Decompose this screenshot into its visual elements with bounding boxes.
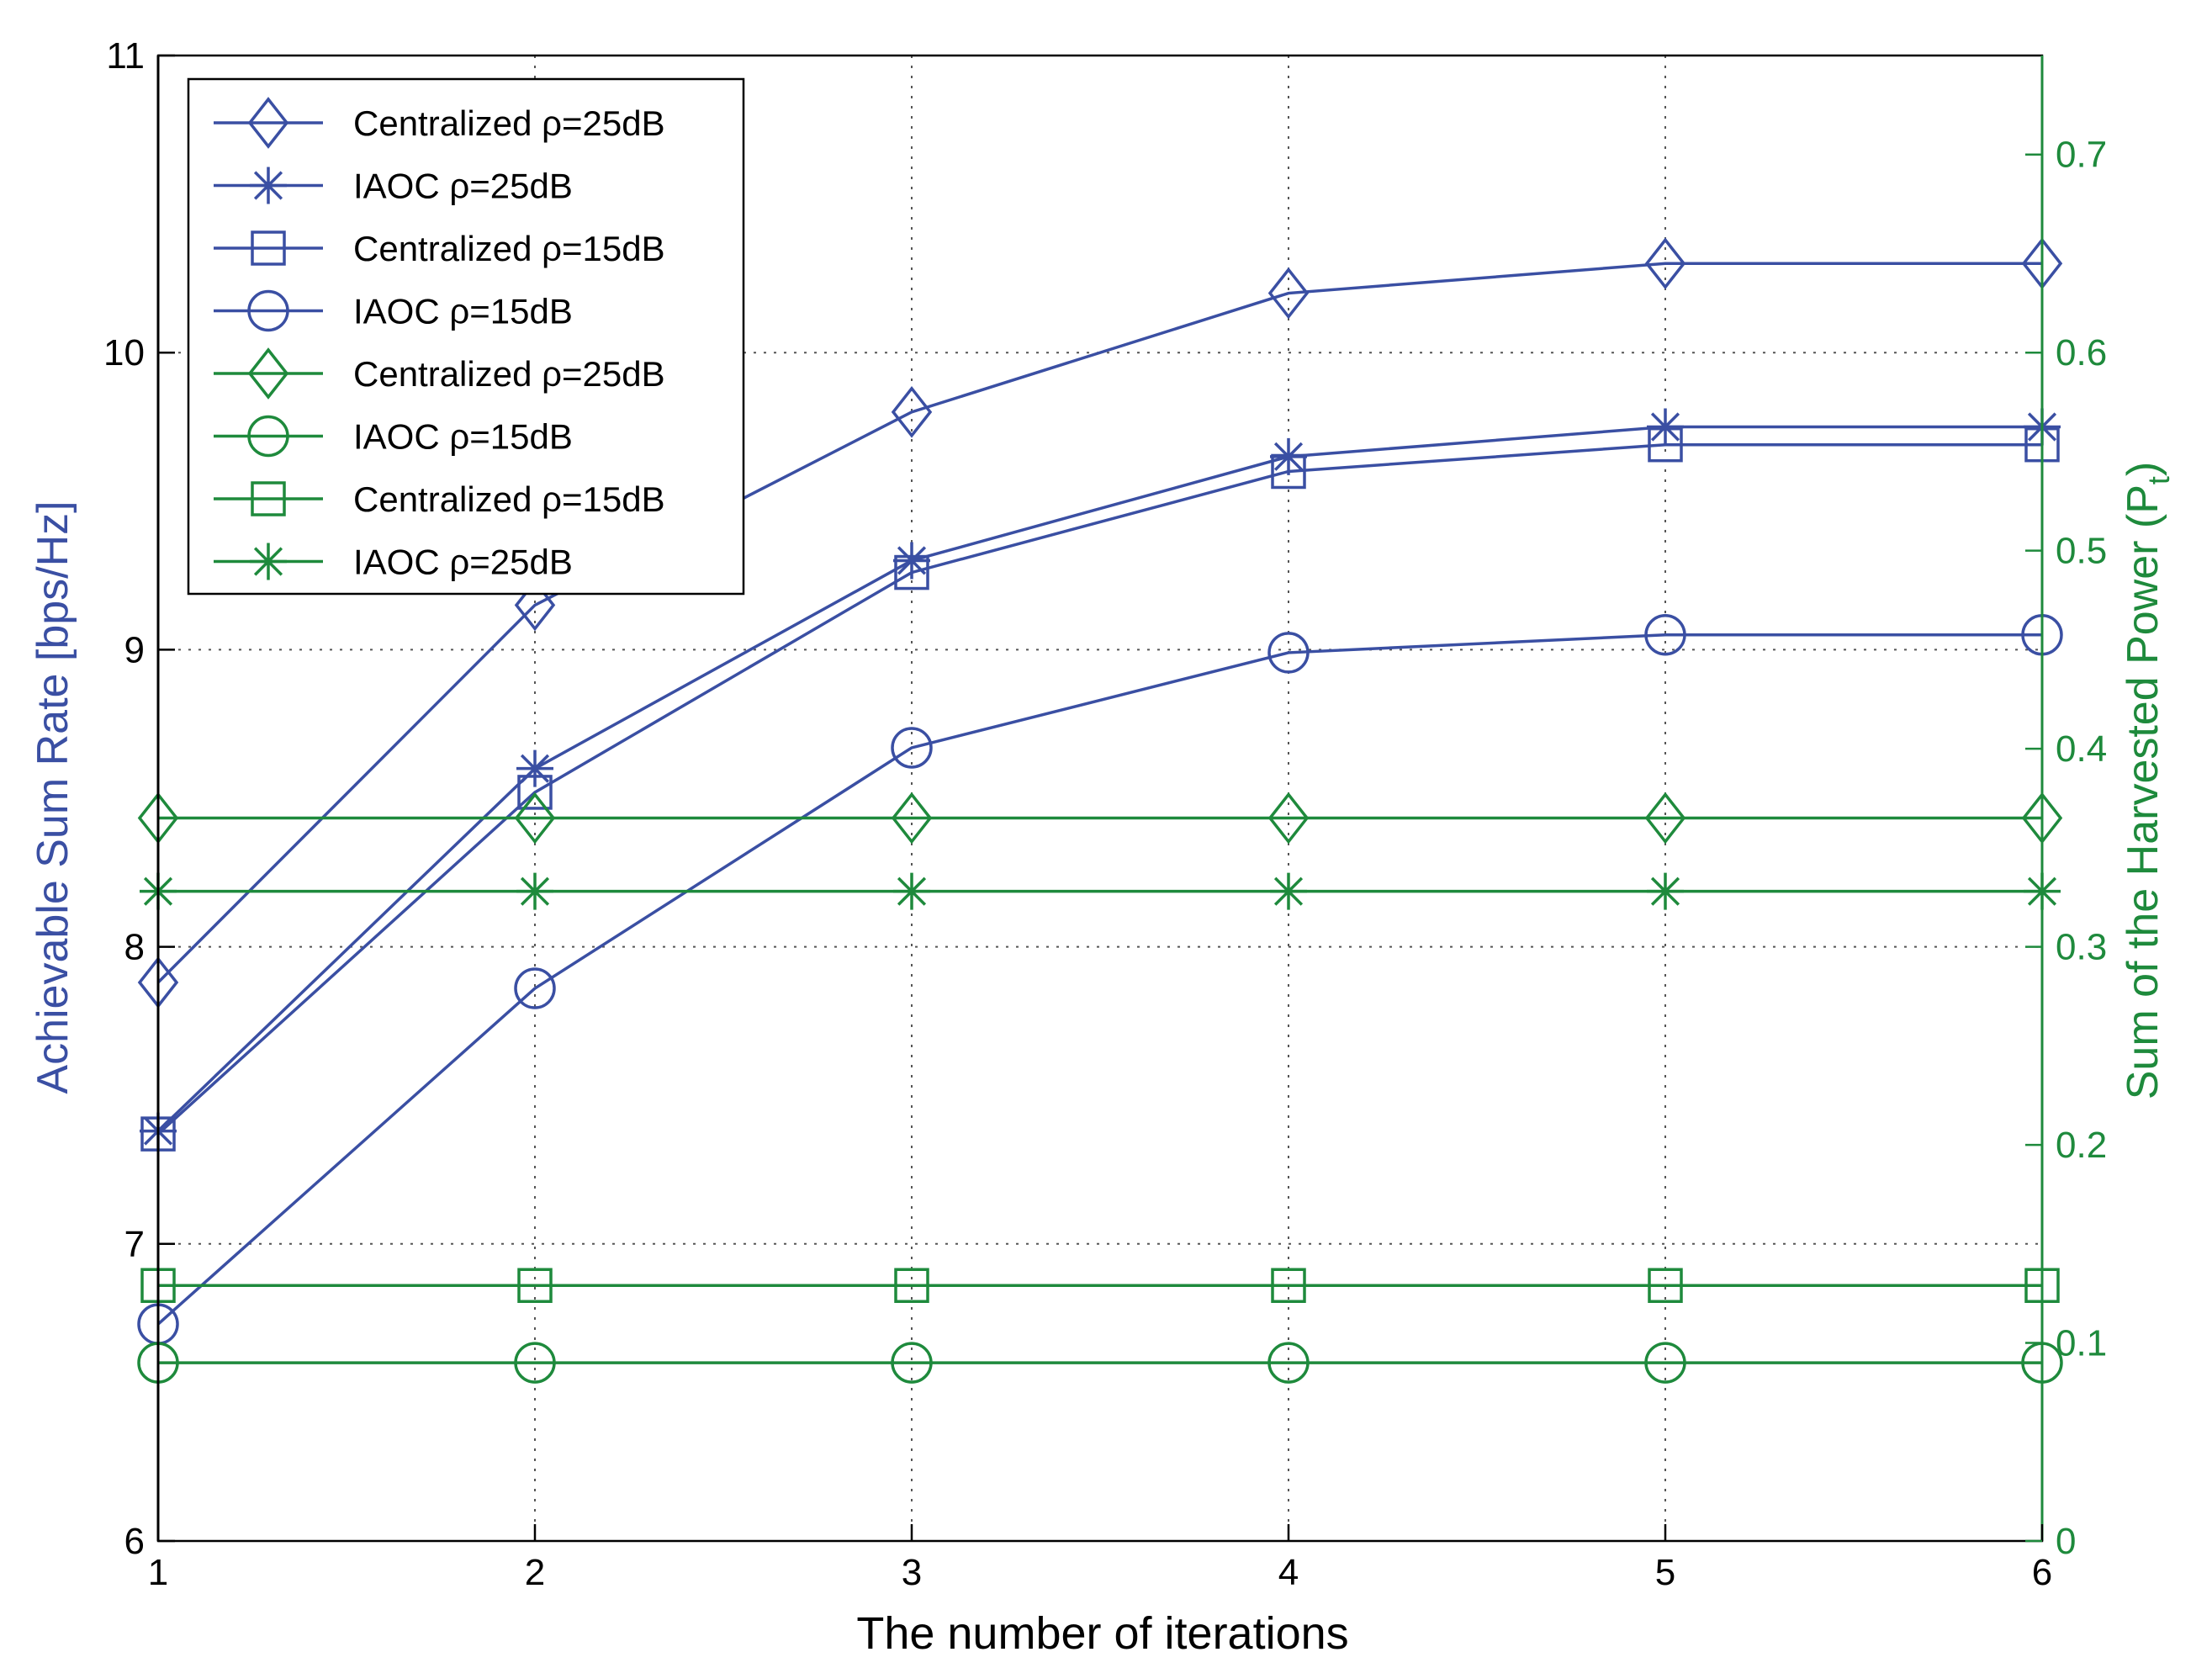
y-left-tick-label: 7 xyxy=(124,1224,145,1265)
series-0 xyxy=(137,237,2063,1009)
data-point-diamond xyxy=(891,386,933,438)
data-point-star xyxy=(893,542,930,580)
y-left-tick-label: 6 xyxy=(124,1521,145,1562)
legend-entry: IAOC ρ=15dB xyxy=(214,289,573,332)
data-point-square xyxy=(1648,426,1683,463)
y-right-tick-label: 0.6 xyxy=(2056,332,2107,373)
data-point-diamond xyxy=(1644,792,1686,845)
series-line xyxy=(156,262,2042,984)
y-axis-right-label-main: Sum of the Harvested Power (P xyxy=(2119,485,2167,1099)
x-tick-label: 1 xyxy=(148,1552,168,1593)
data-point-star xyxy=(893,872,930,910)
y-left-tick-label: 10 xyxy=(103,332,145,373)
data-point-diamond xyxy=(514,792,556,845)
ticks: 1 2 3 4 5 6 6 7 8 9 10 11 0 0.1 0.2 0.3 0.4 0.5 0.6 0.7 xyxy=(103,35,2107,1593)
data-point-diamond xyxy=(514,579,556,632)
data-point-circle xyxy=(1644,1342,1686,1384)
y-right-tick-label: 0.5 xyxy=(2056,531,2107,572)
legend-marker-star xyxy=(250,167,287,204)
legend-marker-circle xyxy=(247,415,289,458)
legend-marker-diamond xyxy=(247,97,289,149)
data-point-diamond xyxy=(1644,237,1686,290)
series-line xyxy=(156,442,2042,1136)
data-point-diamond xyxy=(1267,267,1310,320)
y-right-tick-label: 0.1 xyxy=(2056,1323,2107,1364)
x-tick-label: 2 xyxy=(525,1552,545,1593)
data-point-circle xyxy=(1267,1342,1310,1384)
y-left-tick-label: 8 xyxy=(124,927,145,968)
x-tick-label: 5 xyxy=(1655,1552,1675,1593)
x-axis-label: The number of iterations xyxy=(856,1608,1348,1659)
data-point-diamond xyxy=(1267,792,1310,845)
series-line xyxy=(156,425,2042,1132)
y-axis-right-label-close: ) xyxy=(2119,462,2167,476)
data-point-square xyxy=(1648,1268,1683,1303)
y-right-tick-label: 0.2 xyxy=(2056,1125,2107,1166)
legend-marker-square xyxy=(251,481,286,516)
legend-entry: Centralized ρ=25dB xyxy=(214,347,665,400)
y-right-tick-label: 0 xyxy=(2056,1521,2076,1562)
series-line xyxy=(156,633,2042,1326)
legend-entry: Centralized ρ=25dB xyxy=(214,97,665,149)
legend-label: Centralized ρ=25dB xyxy=(353,354,665,394)
legend-box xyxy=(187,77,745,596)
x-tick-label: 6 xyxy=(2032,1552,2052,1593)
legend-label: Centralized ρ=25dB xyxy=(353,103,665,143)
legend-marker-diamond xyxy=(247,347,289,400)
data-point-square xyxy=(1271,1268,1306,1303)
y-right-tick-label: 0.4 xyxy=(2056,728,2107,770)
y-right-tick-label: 0.3 xyxy=(2056,927,2107,968)
y-left-tick-label: 11 xyxy=(106,35,145,77)
y-left-tick-label: 9 xyxy=(124,629,145,670)
legend-entry: IAOC ρ=25dB xyxy=(214,167,573,206)
data-point-circle xyxy=(891,727,933,769)
data-point-circle xyxy=(514,1342,556,1384)
y-axis-right-label-subscript: t xyxy=(2141,476,2176,485)
legend-marker-circle xyxy=(247,289,289,332)
legend-entry: Centralized ρ=15dB xyxy=(214,479,665,519)
legend-label: IAOC ρ=25dB xyxy=(353,543,573,582)
y-right-tick-label: 0.7 xyxy=(2056,135,2107,176)
data-point-square xyxy=(1271,453,1306,490)
data-point-square xyxy=(517,1268,553,1303)
data-point-circle xyxy=(891,1342,933,1384)
legend-label: Centralized ρ=15dB xyxy=(353,229,665,268)
data-point-star xyxy=(1647,408,1684,446)
y-axis-left-label: Achievable Sum Rate [bps/Hz] xyxy=(29,500,77,1093)
data-point-circle xyxy=(1644,613,1686,656)
data-point-circle xyxy=(1267,632,1310,674)
data-point-square xyxy=(517,775,553,810)
legend-label: IAOC ρ=15dB xyxy=(353,417,573,457)
legend-entry: Centralized ρ=15dB xyxy=(214,229,665,268)
data-point-diamond xyxy=(891,792,933,845)
y-axis-right-label: Sum of the Harvested Power (Pt) xyxy=(2119,462,2176,1100)
legend-label: Centralized ρ=15dB xyxy=(353,479,665,519)
legend: Centralized ρ=25dB IAOC ρ=25dB Centralized… xyxy=(187,77,745,596)
data-point-square xyxy=(894,554,929,590)
legend-entry: IAOC ρ=15dB xyxy=(214,415,573,458)
legend-marker-square xyxy=(251,230,286,266)
data-point-star xyxy=(516,749,553,787)
x-tick-label: 4 xyxy=(1278,1552,1299,1593)
data-point-star xyxy=(516,872,553,910)
data-point-circle xyxy=(514,967,556,1009)
data-point-star xyxy=(1270,872,1307,910)
legend-entry: IAOC ρ=25dB xyxy=(214,543,573,582)
x-tick-label: 3 xyxy=(902,1552,922,1593)
legend-label: IAOC ρ=15dB xyxy=(353,292,573,331)
data-point-square xyxy=(894,1268,929,1303)
legend-marker-star xyxy=(250,543,287,580)
data-point-star xyxy=(1647,872,1684,910)
legend-label: IAOC ρ=25dB xyxy=(353,167,573,206)
